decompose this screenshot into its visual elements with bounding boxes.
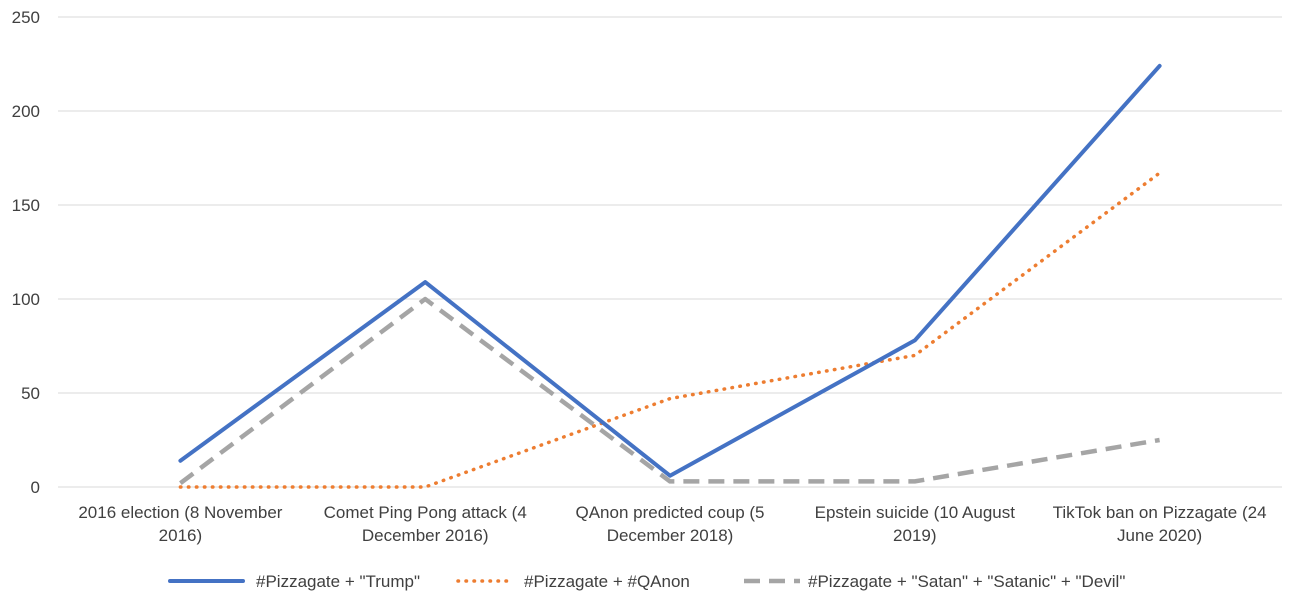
legend-label: #Pizzagate + "Satan" + "Satanic" + "Devi…	[808, 572, 1125, 591]
y-tick-label: 150	[12, 196, 40, 215]
series-line	[178, 63, 1162, 478]
x-category-label: Epstein suicide (10 August 2019)	[815, 503, 1016, 545]
y-tick-label: 50	[21, 384, 40, 403]
series-line	[178, 171, 1162, 489]
legend: #Pizzagate + "Trump" #Pizzagate + #QAnon #…	[168, 572, 1125, 591]
x-category-label: QAnon predicted coup (5 December 2018)	[575, 503, 764, 545]
x-axis-categories: 2016 election (8 November 2016) Comet Ping…	[78, 503, 1266, 545]
y-tick-label: 200	[12, 102, 40, 121]
x-category-label: TikTok ban on Pizzagate (24 June 2020)	[1053, 503, 1267, 545]
x-category-label: 2016 election (8 November 2016)	[78, 503, 282, 545]
y-tick-label: 250	[12, 8, 40, 27]
legend-label: #Pizzagate + "Trump"	[256, 572, 420, 591]
y-tick-label: 0	[31, 478, 40, 497]
legend-label: #Pizzagate + #QAnon	[524, 572, 690, 591]
series-lines	[178, 63, 1162, 489]
y-tick-label: 100	[12, 290, 40, 309]
series-line	[179, 296, 1160, 485]
y-axis-ticks: 0 50 100 150 200 250	[12, 8, 40, 497]
gridlines	[58, 16, 1282, 488]
x-category-label: Comet Ping Pong attack (4 December 2016)	[324, 503, 527, 545]
